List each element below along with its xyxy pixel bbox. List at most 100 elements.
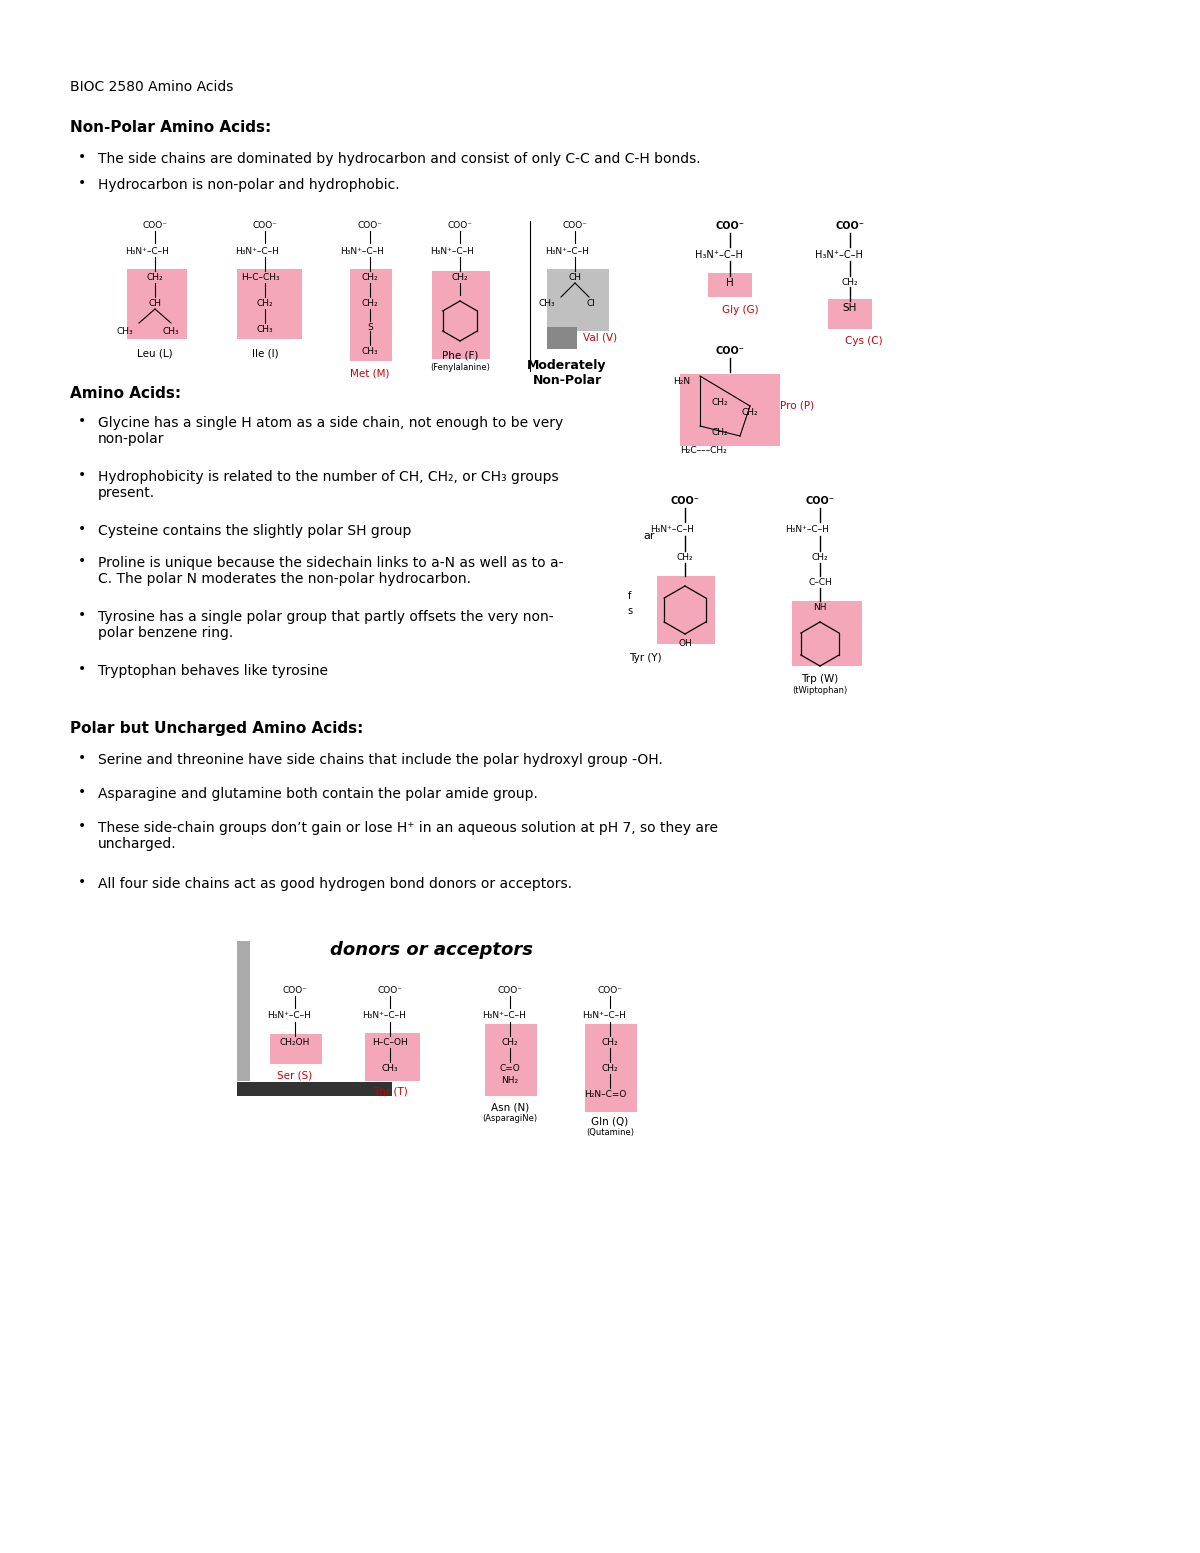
Text: CH₂: CH₂ [712,398,728,407]
Text: Thr (T): Thr (T) [373,1086,407,1096]
Text: Trp (W): Trp (W) [802,674,839,683]
Text: The side chains are dominated by hydrocarbon and consist of only C-C and C-H bon: The side chains are dominated by hydroca… [98,152,701,166]
Text: Tyr (Y): Tyr (Y) [629,652,661,663]
Text: CH₃: CH₃ [361,346,378,356]
Text: Proline is unique because the sidechain links to a-N as well as to a-
C. The pol: Proline is unique because the sidechain … [98,556,564,585]
Text: CH₃: CH₃ [116,328,133,335]
Text: CH: CH [569,273,582,283]
Text: •: • [78,784,86,798]
Text: •: • [78,415,86,429]
Text: CH₂: CH₂ [361,273,378,283]
Text: CH₂: CH₂ [146,273,163,283]
Text: Val (V): Val (V) [583,332,617,343]
Text: Polar but Uncharged Amino Acids:: Polar but Uncharged Amino Acids: [70,721,364,736]
Text: H–C–OH: H–C–OH [372,1037,408,1047]
Text: OH: OH [678,638,692,648]
Text: Phe (F): Phe (F) [442,351,478,360]
Text: CH₃: CH₃ [539,300,556,307]
Text: Leu (L): Leu (L) [137,349,173,359]
Text: COO⁻: COO⁻ [715,346,744,356]
Text: H₃N⁺–C–H: H₃N⁺–C–H [545,247,589,256]
Text: •: • [78,662,86,676]
Bar [485,1023,538,1096]
Text: C=O: C=O [499,1064,521,1073]
Text: COO⁻: COO⁻ [358,221,383,230]
Text: CH: CH [149,300,162,307]
Text: COO⁻: COO⁻ [715,221,744,231]
Text: •: • [78,818,86,832]
Text: (AsparagiNe): (AsparagiNe) [482,1114,538,1123]
Text: s: s [628,606,632,617]
Text: H₃N⁺–C–H: H₃N⁺–C–H [785,525,829,534]
Text: CH₂: CH₂ [502,1037,518,1047]
Text: COO⁻: COO⁻ [378,986,402,995]
Text: Tryptophan behaves like tyrosine: Tryptophan behaves like tyrosine [98,665,328,679]
Text: H₃N⁺–C–H: H₃N⁺–C–H [815,250,863,259]
Text: Ser (S): Ser (S) [277,1070,313,1079]
Text: Ile (I): Ile (I) [252,349,278,359]
Text: •: • [78,467,86,481]
Text: S: S [367,323,373,332]
Text: Asparagine and glutamine both contain the polar amide group.: Asparagine and glutamine both contain th… [98,787,538,801]
Text: CH₂: CH₂ [601,1064,618,1073]
Text: H₂C–––CH₂: H₂C–––CH₂ [680,446,727,455]
Text: CH₃: CH₃ [163,328,179,335]
Text: These side-chain groups don’t gain or lose H⁺ in an aqueous solution at pH 7, so: These side-chain groups don’t gain or lo… [98,822,718,851]
Bar [238,1082,392,1096]
Text: CH₂: CH₂ [742,408,758,418]
Text: CH₂: CH₂ [361,300,378,307]
Text: Hydrophobicity is related to the number of CH, CH₂, or CH₃ groups
present.: Hydrophobicity is related to the number … [98,471,559,500]
Text: CH₂: CH₂ [257,300,274,307]
Text: Non-Polar: Non-Polar [533,374,601,387]
Bar [828,300,872,329]
Text: H₃N⁺–C–H: H₃N⁺–C–H [340,247,384,256]
Text: NH: NH [814,603,827,612]
Text: CH₂: CH₂ [811,553,828,562]
Text: H₃N⁺–C–H: H₃N⁺–C–H [362,1011,406,1020]
Text: H₃N⁺–C–H: H₃N⁺–C–H [266,1011,311,1020]
Text: •: • [78,752,86,766]
Text: COO⁻: COO⁻ [835,221,864,231]
Text: COO⁻: COO⁻ [143,221,168,230]
Text: Amino Acids:: Amino Acids: [70,387,181,401]
Text: Gly (G): Gly (G) [722,304,758,315]
Bar [432,272,490,359]
Text: COO⁻: COO⁻ [805,495,834,506]
Text: H₃N⁺–C–H: H₃N⁺–C–H [695,250,743,259]
Bar [127,269,187,339]
Text: ar: ar [643,531,655,540]
Text: CH₂: CH₂ [712,429,728,436]
Text: (tWiptophan): (tWiptophan) [792,686,847,696]
Text: CH₂: CH₂ [677,553,694,562]
Text: COO⁻: COO⁻ [498,986,522,995]
Text: Serine and threonine have side chains that include the polar hydroxyl group -OH.: Serine and threonine have side chains th… [98,753,662,767]
Text: COO⁻: COO⁻ [252,221,277,230]
Bar [365,1033,420,1081]
Text: •: • [78,554,86,568]
Bar [547,328,577,349]
Text: CH₃: CH₃ [382,1064,398,1073]
Text: COO⁻: COO⁻ [563,221,588,230]
Text: H₂N: H₂N [673,376,690,385]
Text: Asn (N): Asn (N) [491,1103,529,1112]
Bar [708,273,752,297]
Text: CH₂: CH₂ [601,1037,618,1047]
Text: CH₂: CH₂ [451,273,468,283]
Text: H₃N⁺–C–H: H₃N⁺–C–H [582,1011,626,1020]
Text: H: H [726,278,734,287]
Bar [238,269,302,339]
Text: •: • [78,874,86,888]
Text: CH₂OH: CH₂OH [280,1037,310,1047]
Text: Tyrosine has a single polar group that partly offsets the very non-
polar benzen: Tyrosine has a single polar group that p… [98,610,553,640]
Text: COO⁻: COO⁻ [598,986,623,995]
Text: COO⁻: COO⁻ [282,986,307,995]
Text: COO⁻: COO⁻ [448,221,473,230]
Text: H₃N⁺–C–H: H₃N⁺–C–H [125,247,169,256]
Bar [350,269,392,360]
Text: (Fenylalanine): (Fenylalanine) [430,363,490,373]
Text: H₃N⁺–C–H: H₃N⁺–C–H [235,247,278,256]
Bar [547,269,610,331]
Text: Pro (P): Pro (P) [780,401,814,412]
Text: CH₃: CH₃ [257,325,274,334]
Text: CH₂: CH₂ [841,278,858,287]
